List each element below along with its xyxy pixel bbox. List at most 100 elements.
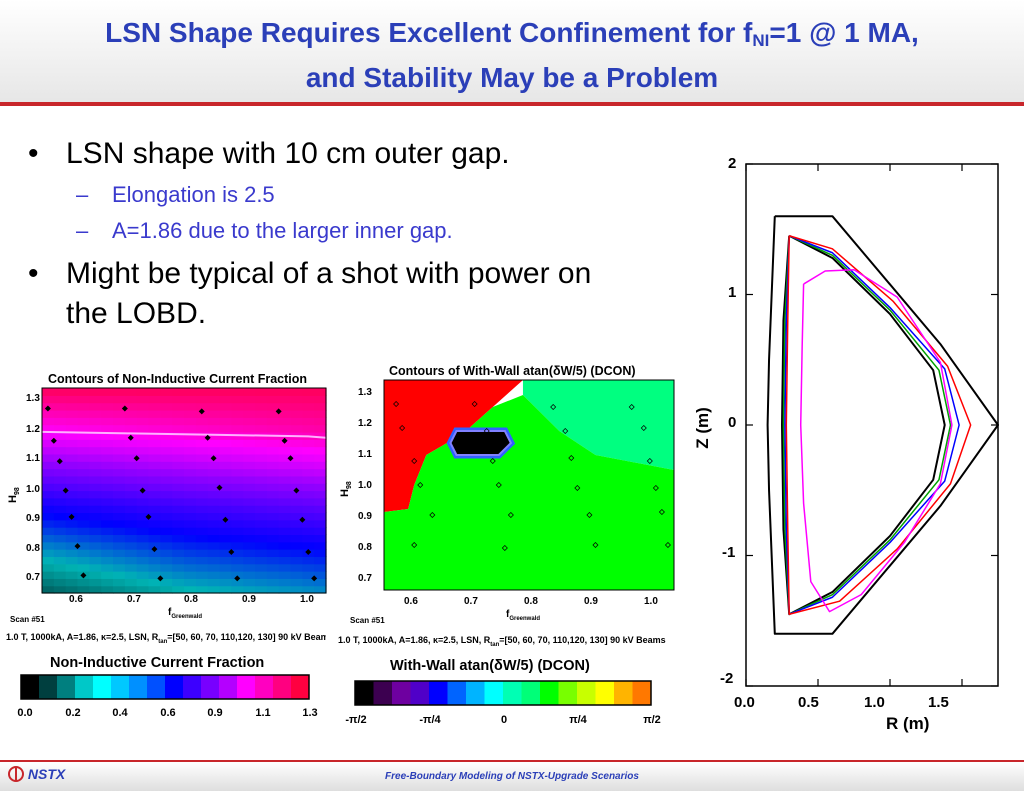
- colorbar-swatch: [75, 675, 94, 699]
- heatmap-cell: [314, 417, 327, 426]
- heatmap-cell: [255, 490, 268, 499]
- heatmap-cell: [172, 578, 185, 587]
- heatmap-cell: [207, 424, 221, 433]
- heatmap-cell: [255, 453, 268, 462]
- colorbar-swatch: [129, 675, 148, 699]
- heatmap-cell: [219, 439, 232, 448]
- heatmap-cell: [314, 497, 327, 506]
- heatmap-cell: [231, 563, 244, 572]
- heatmap-cell: [302, 409, 315, 418]
- heatmap-cell: [101, 578, 114, 587]
- heatmap-cell: [77, 556, 90, 565]
- heatmap-cell: [314, 453, 327, 462]
- heatmap-cell: [290, 578, 303, 587]
- colorbar-swatch: [484, 681, 504, 705]
- heatmap-cell: [42, 563, 55, 572]
- heatmap-cell: [302, 534, 315, 543]
- heatmap-cell: [101, 402, 114, 411]
- heatmap-cell: [302, 505, 315, 514]
- heatmap-cell: [255, 468, 268, 477]
- heatmap-cell: [195, 424, 209, 433]
- slide-header: [0, 0, 1024, 104]
- colorbar-swatch: [595, 681, 615, 705]
- heatmap-cell: [278, 483, 292, 492]
- colorbar-tick: 1.3: [302, 707, 318, 719]
- heatmap-cell: [243, 468, 256, 477]
- heatmap-cell: [172, 585, 185, 594]
- heatmap-cell: [53, 453, 67, 462]
- heatmap-cell: [77, 468, 90, 477]
- heatmap-cell: [231, 497, 244, 506]
- heatmap-cell: [42, 409, 55, 418]
- heatmap-cell: [290, 556, 303, 565]
- scan-point: [592, 542, 599, 548]
- colorbar-tick: π/2: [643, 714, 661, 726]
- scan-point: [56, 458, 63, 465]
- scan-point: [299, 516, 306, 523]
- heatmap-cell: [113, 578, 126, 587]
- heatmap-cell: [65, 475, 79, 484]
- plot-frame: [41, 387, 327, 594]
- heatmap-cell: [148, 490, 161, 499]
- heatmap-cell: [89, 556, 102, 565]
- heatmap-cell: [160, 417, 173, 426]
- heatmap-cell: [207, 519, 221, 528]
- heatmap-cell: [290, 571, 303, 579]
- heatmap-cell: [101, 453, 114, 462]
- heatmap-cell: [302, 453, 315, 462]
- heatmap-cell: [207, 556, 221, 565]
- heatmap-cell: [219, 556, 232, 565]
- heatmap-cell: [42, 395, 55, 404]
- heatmap-cell: [195, 527, 209, 536]
- colorbar-swatch: [237, 675, 256, 699]
- heatmap-cell: [148, 527, 161, 536]
- heatmap-cell: [231, 490, 244, 499]
- heatmap-cell: [243, 578, 256, 587]
- ytick: 1.2: [26, 424, 40, 435]
- colorbar-swatch: [273, 675, 292, 699]
- heatmap-cell: [302, 483, 315, 492]
- heatmap-cell: [290, 468, 303, 477]
- heatmap-cell: [172, 549, 185, 557]
- scan-point: [640, 425, 647, 431]
- heatmap-cell: [77, 402, 90, 411]
- heatmap-cell: [243, 424, 256, 433]
- heatmap-cell: [266, 556, 280, 565]
- ytick: 0.7: [358, 573, 372, 584]
- heatmap-cell: [101, 424, 114, 433]
- heatmap-cell: [136, 388, 150, 396]
- heatmap-cell: [184, 483, 197, 492]
- scan-point: [471, 401, 478, 407]
- heatmap-cell: [101, 549, 114, 557]
- heatmap-cell: [136, 431, 150, 440]
- heatmap-cell: [77, 541, 90, 550]
- heatmap-cell: [65, 453, 79, 462]
- colorbar-swatch: [540, 681, 559, 705]
- footer-text: Free-Boundary Modeling of NSTX-Upgrade S…: [385, 771, 639, 782]
- heatmap-cell: [53, 497, 67, 506]
- colorbar-tick: 0.6: [160, 707, 176, 719]
- heatmap-cell: [266, 461, 280, 470]
- heatmap-cell: [290, 519, 303, 528]
- heatmap-cell: [278, 534, 292, 543]
- dash-glyph: –: [76, 218, 89, 243]
- colorbar-swatch: [201, 675, 220, 699]
- heatmap-cell: [219, 453, 232, 462]
- heatmap-cell: [124, 439, 138, 448]
- nstx-logo-icon: [8, 766, 24, 782]
- heatmap-cell: [136, 417, 150, 426]
- heatmap-cell: [255, 475, 268, 484]
- xtick: 0.8: [184, 594, 198, 605]
- heatmap-cell: [113, 402, 126, 411]
- heatmap-cell: [207, 490, 221, 499]
- scan-point: [287, 455, 294, 462]
- heatmap-cell: [184, 439, 197, 448]
- colorbar-swatch: [93, 675, 112, 699]
- region: [449, 430, 513, 456]
- heatmap-cell: [148, 534, 161, 543]
- heatmap-cell: [207, 409, 221, 418]
- scan-point: [586, 512, 593, 518]
- heatmap-cell: [266, 549, 280, 557]
- heatmap-cell: [314, 388, 327, 396]
- footer-bar: [0, 762, 1024, 791]
